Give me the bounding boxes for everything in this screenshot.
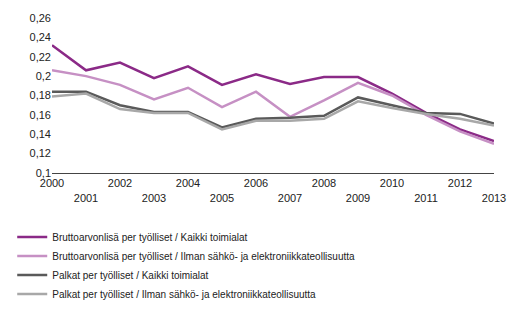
svg-text:2007: 2007 <box>278 192 302 204</box>
svg-text:2006: 2006 <box>244 177 268 189</box>
svg-text:2004: 2004 <box>176 177 200 189</box>
svg-text:2011: 2011 <box>414 192 438 204</box>
svg-text:0,26: 0,26 <box>30 12 51 24</box>
svg-text:2000: 2000 <box>40 177 64 189</box>
svg-text:0,2: 0,2 <box>36 70 51 82</box>
svg-text:Bruttoarvonlisä per työlliset: Bruttoarvonlisä per työlliset / Ilman sä… <box>52 251 355 262</box>
svg-text:2002: 2002 <box>108 177 132 189</box>
svg-text:2003: 2003 <box>142 192 166 204</box>
svg-text:0,22: 0,22 <box>30 51 51 63</box>
svg-text:0,24: 0,24 <box>30 31 51 43</box>
svg-text:0,12: 0,12 <box>30 147 51 159</box>
svg-text:0,1: 0,1 <box>36 167 51 179</box>
svg-text:0,18: 0,18 <box>30 89 51 101</box>
svg-text:2008: 2008 <box>312 177 336 189</box>
svg-text:2001: 2001 <box>74 192 98 204</box>
svg-text:2013: 2013 <box>482 192 506 204</box>
svg-text:Bruttoarvonlisä per työlliset: Bruttoarvonlisä per työlliset / Kaikki t… <box>52 232 247 243</box>
svg-text:2012: 2012 <box>448 177 472 189</box>
svg-text:Palkat per työlliset / Ilman s: Palkat per työlliset / Ilman sähkö- ja e… <box>52 289 316 300</box>
svg-text:0,16: 0,16 <box>30 109 51 121</box>
svg-text:Palkat per työlliset / Kaikki: Palkat per työlliset / Kaikki toimialat <box>52 270 208 281</box>
svg-text:2009: 2009 <box>346 192 370 204</box>
svg-text:2010: 2010 <box>380 177 404 189</box>
svg-text:2005: 2005 <box>210 192 234 204</box>
svg-text:0,14: 0,14 <box>30 128 51 140</box>
